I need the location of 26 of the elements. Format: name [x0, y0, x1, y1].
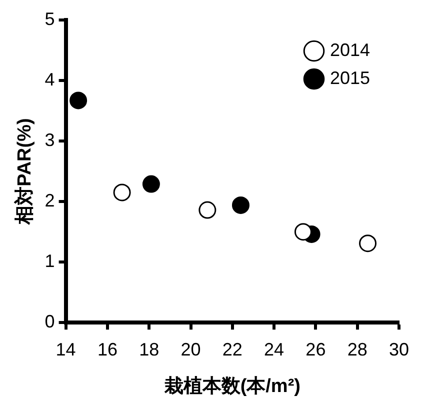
x-tick-label: 20 [180, 339, 201, 360]
x-tick-label: 14 [56, 339, 76, 360]
point [113, 184, 131, 202]
x-tick-label: 18 [139, 339, 160, 360]
y-tick-label: 2 [44, 190, 55, 211]
y-tick-label: 3 [44, 130, 55, 150]
x-tick-label: 30 [388, 339, 410, 360]
point [198, 201, 216, 219]
point [70, 92, 88, 110]
y-tick-label: 4 [44, 69, 55, 90]
x-tick-label: 22 [222, 339, 242, 360]
x-tick-label: 16 [97, 339, 118, 360]
legend-label: 2014 [330, 40, 370, 60]
x-axis-title: 栽植本数(本/m²) [163, 374, 300, 397]
point [359, 234, 377, 252]
y-tick-label: 5 [44, 8, 55, 29]
y-tick-label: 0 [44, 312, 55, 332]
point [232, 196, 250, 214]
point [142, 175, 160, 193]
x-tick-label: 24 [264, 339, 284, 360]
x-tick-label: 28 [347, 339, 368, 360]
point [294, 223, 312, 241]
legend-label: 2015 [330, 68, 370, 88]
x-tick-label: 26 [306, 339, 326, 360]
y-tick-label: 1 [44, 251, 55, 272]
y-axis-title: 相対PAR(%) [14, 118, 36, 226]
